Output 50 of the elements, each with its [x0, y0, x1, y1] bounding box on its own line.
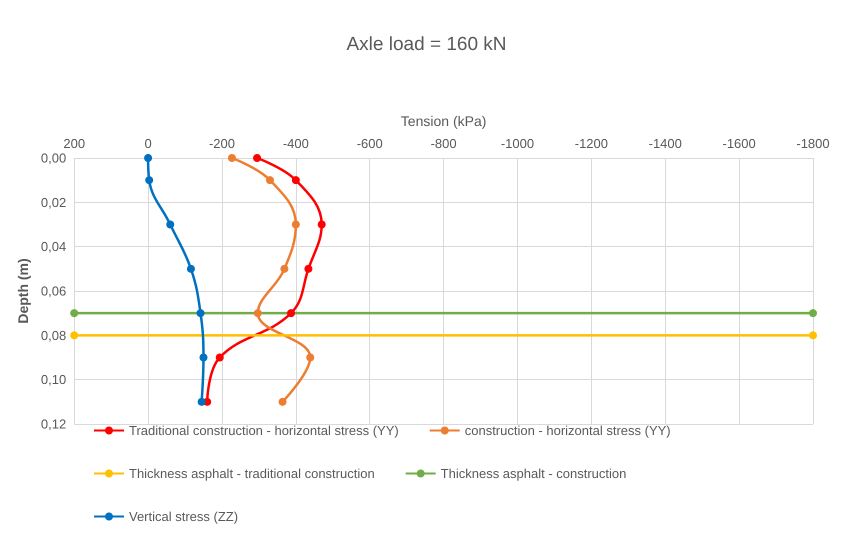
x-tick-label: -1800	[796, 136, 830, 151]
x-tick-label: -400	[282, 136, 309, 151]
y-tick-label: 0,06	[40, 284, 66, 298]
x-tick-label: 0	[144, 136, 152, 151]
point	[144, 154, 152, 162]
x-tick-label: -1600	[722, 136, 756, 151]
x-axis-title: Tension (kPa)	[400, 113, 486, 129]
point	[318, 220, 326, 228]
point	[216, 354, 224, 362]
point	[145, 176, 154, 184]
legend-label: Thickness asphalt - traditional construction	[129, 466, 375, 481]
chart-title: Axle load = 160 kN	[346, 34, 507, 55]
legend-label: construction - horizontal stress (YY)	[464, 423, 671, 438]
legend-label: Thickness asphalt - construction	[440, 466, 626, 481]
x-tick-label: -1000	[500, 136, 534, 151]
point	[200, 354, 208, 362]
point	[292, 220, 300, 228]
point	[287, 309, 296, 318]
point	[292, 176, 300, 184]
x-tick-label: -1200	[574, 136, 608, 151]
y-tick-label: 0,04	[40, 239, 66, 254]
x-tick-label: -1400	[648, 136, 682, 151]
y-axis-title: Depth (m)	[15, 258, 31, 324]
y-tick-label: 0,00	[40, 150, 66, 166]
legend-label: Vertical stress (ZZ)	[129, 509, 238, 524]
point	[70, 331, 78, 340]
point	[253, 154, 262, 162]
x-tick-label: -200	[208, 136, 235, 151]
point	[166, 220, 174, 228]
point	[228, 154, 236, 162]
legend-label: Traditional construction - horizontal stress (YY)	[129, 423, 399, 438]
x-tick-label: -800	[430, 136, 457, 151]
y-tick-label: 0,10	[40, 372, 66, 388]
point	[809, 331, 817, 340]
point	[809, 309, 817, 318]
point	[196, 309, 205, 318]
x-tick-label: -600	[356, 136, 383, 151]
point	[254, 309, 262, 318]
point	[186, 264, 195, 273]
point	[280, 264, 288, 273]
point	[306, 354, 314, 362]
y-tick-label: 0,02	[40, 194, 66, 210]
x-tick-label: 200	[63, 136, 86, 151]
y-tick-label: 0,08	[40, 328, 66, 343]
point	[266, 176, 274, 184]
y-tick-label: 0,12	[40, 416, 66, 432]
point	[198, 398, 206, 406]
point	[70, 309, 78, 318]
point	[304, 264, 312, 273]
point	[278, 398, 287, 406]
